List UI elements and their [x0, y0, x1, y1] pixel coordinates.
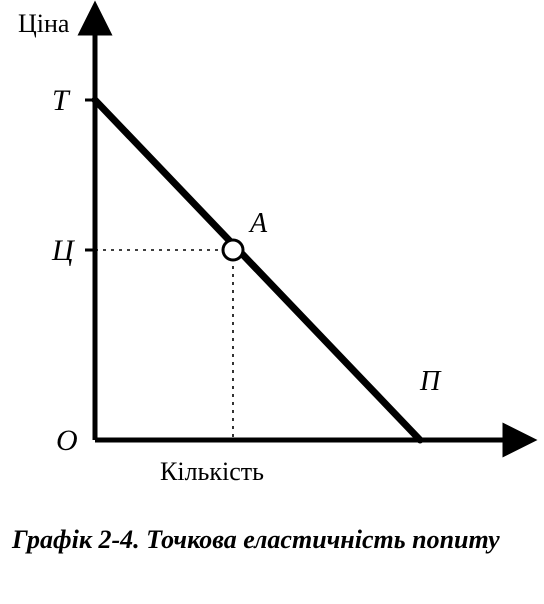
figure-caption: Графік 2-4. Точкова еластичність попиту: [0, 520, 544, 560]
chart-bg: [0, 0, 544, 505]
figure-container: Ціна Кількість О Т Ц П А Графік 2-4. Точкова е…: [0, 0, 544, 604]
y-axis-label: Ціна: [18, 9, 70, 38]
demand-label: П: [419, 366, 442, 397]
point-a-label: А: [248, 208, 268, 239]
tick-t-label: Т: [52, 84, 71, 117]
caption-prefix: Графік 2-4.: [12, 525, 146, 554]
point-a-marker: [223, 240, 243, 260]
tick-u-label: Ц: [51, 234, 76, 267]
origin-label: О: [56, 424, 78, 457]
x-axis-label: Кількість: [160, 457, 264, 486]
caption-body: Точкова еластичність попиту: [146, 525, 499, 554]
elasticity-chart: Ціна Кількість О Т Ц П А: [0, 0, 544, 505]
